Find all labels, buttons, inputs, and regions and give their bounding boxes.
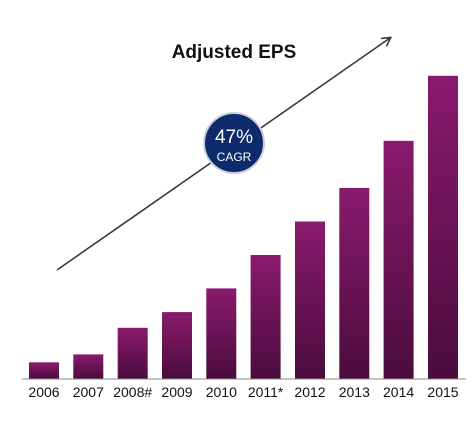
tick-label-2007: 2007	[73, 384, 104, 400]
bar-2014	[383, 140, 414, 379]
bar-2011	[250, 255, 281, 379]
tick-label-2013: 2013	[339, 384, 370, 400]
cagr-label: CAGR	[217, 150, 252, 164]
cagr-badge-circle	[203, 112, 265, 174]
tick-label-2008: 2008#	[113, 384, 152, 400]
tick-label-2006: 2006	[28, 384, 59, 400]
tick-label-2010: 2010	[206, 384, 237, 400]
tick-label-2009: 2009	[161, 384, 192, 400]
tick-label-2015: 2015	[427, 384, 458, 400]
x-axis-tick-labels: 2006 2007 2008# 2009 2010 2011* 2012 2013 2014 20…	[28, 384, 458, 400]
chart-title: Adjusted EPS	[172, 42, 297, 63]
tick-label-2012: 2012	[294, 384, 325, 400]
bar-2008	[117, 327, 148, 379]
bar-2012	[295, 221, 325, 379]
bar-2015	[428, 75, 458, 380]
cagr-badge: 47% CAGR	[203, 112, 265, 174]
bar-series	[29, 75, 458, 380]
bar-2010	[206, 288, 237, 379]
bar-2006	[29, 362, 59, 379]
bar-2007	[73, 354, 104, 379]
bar-2013	[339, 188, 370, 379]
cagr-value: 47%	[215, 127, 253, 148]
tick-label-2011: 2011*	[248, 384, 284, 400]
bar-2009	[162, 312, 192, 379]
tick-label-2014: 2014	[383, 384, 414, 400]
